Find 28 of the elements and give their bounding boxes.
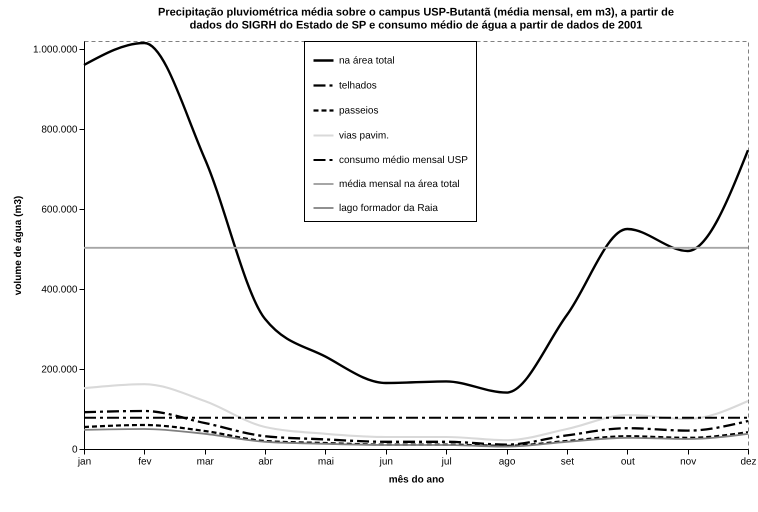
x-tick-label: abr <box>258 456 274 468</box>
x-tick-label: set <box>560 456 574 468</box>
x-tick-label: ago <box>498 456 516 468</box>
x-tick-label: mar <box>196 456 214 468</box>
y-tick-label: 1.000.000 <box>33 44 78 56</box>
x-tick-label: dez <box>740 456 757 468</box>
y-tick-label: 0 <box>72 444 78 456</box>
legend-label: média mensal na área total <box>339 179 460 190</box>
legend-label: lago formador da Raia <box>339 203 438 214</box>
legend-label: consumo médio mensal USP <box>339 155 468 166</box>
y-tick-label: 400.000 <box>41 284 78 296</box>
y-axis-title: volume de água (m3) <box>13 196 24 296</box>
y-tick-label: 200.000 <box>41 364 78 376</box>
x-tick-label: out <box>620 456 635 468</box>
x-tick-label: mai <box>318 456 334 468</box>
x-tick-label: jan <box>76 456 92 468</box>
legend-label: vias pavim. <box>339 130 390 142</box>
x-tick-label: jul <box>440 456 452 468</box>
chart-title: Precipitação pluviométrica média sobre o campus USP-Butantã (média mensal, em m3), a partir de dados do SIGRH do Estado de SP e consumo médio de água a partir de dados de 2001 <box>158 6 674 32</box>
y-tick-label: 800.000 <box>41 124 78 136</box>
legend-label: telhados <box>339 80 377 92</box>
x-tick-label: jun <box>378 456 393 468</box>
x-axis-title: mês do ano <box>388 474 444 486</box>
legend-label: passeios <box>339 106 378 116</box>
x-tick-label: fev <box>138 456 152 468</box>
y-tick-label: 600.000 <box>41 204 78 216</box>
legend-label: na área total <box>339 56 395 66</box>
x-tick-label: nov <box>680 456 696 468</box>
